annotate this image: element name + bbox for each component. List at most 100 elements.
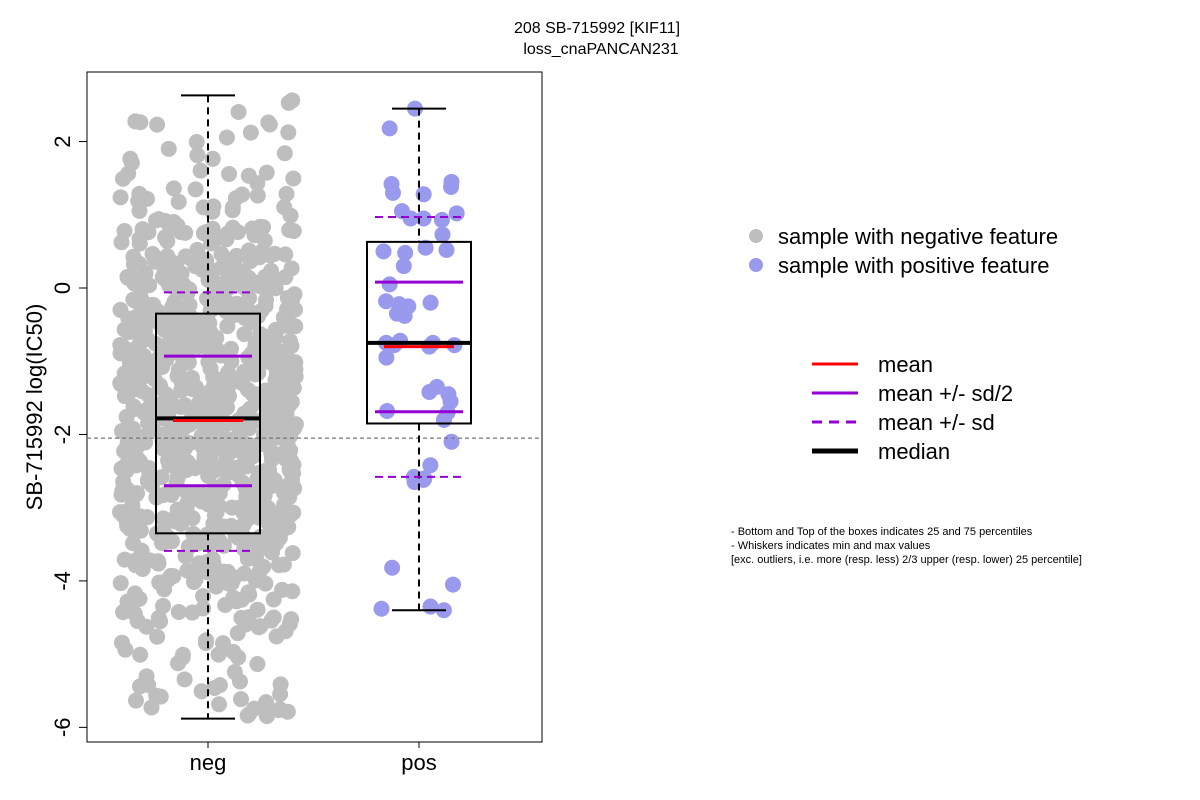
data-point-neg	[234, 306, 251, 323]
data-point-neg	[197, 224, 214, 241]
data-point-neg	[124, 421, 141, 438]
data-point-neg	[246, 356, 263, 373]
data-point-neg	[149, 116, 166, 133]
data-point-neg	[134, 561, 151, 578]
data-point-neg	[176, 397, 193, 414]
data-point-neg	[114, 338, 131, 355]
data-point-neg	[263, 262, 280, 279]
data-point-neg	[113, 486, 130, 503]
data-point-neg	[187, 258, 204, 275]
data-point-neg	[150, 211, 167, 228]
data-point-neg	[172, 319, 189, 336]
data-point-pos	[422, 457, 439, 474]
data-point-neg	[224, 443, 241, 460]
data-point-neg	[176, 671, 193, 688]
data-point-pos	[422, 294, 439, 311]
data-point-neg	[276, 145, 293, 162]
data-point-neg	[170, 603, 187, 620]
data-point-neg	[127, 381, 144, 398]
data-point-neg	[204, 203, 221, 220]
y-tick-label: 2	[50, 135, 75, 147]
data-point-neg	[214, 382, 231, 399]
data-point-neg	[221, 165, 238, 182]
data-point-neg	[193, 683, 210, 700]
data-point-neg	[282, 333, 299, 350]
data-point-neg	[239, 550, 256, 567]
data-point-neg	[272, 686, 289, 703]
data-point-neg	[152, 688, 169, 705]
data-point-neg	[136, 368, 153, 385]
data-point-neg	[173, 515, 190, 532]
data-point-neg	[210, 429, 227, 446]
data-point-neg	[206, 479, 223, 496]
data-point-neg	[211, 696, 228, 713]
data-point-neg	[164, 299, 181, 316]
data-point-neg	[126, 605, 143, 622]
data-point-pos	[375, 243, 392, 260]
data-point-neg	[179, 494, 196, 511]
data-point-neg	[131, 255, 148, 272]
y-axis-label: SB-715992 log(IC50)	[22, 304, 47, 511]
note-line: - Bottom and Top of the boxes indicates …	[731, 526, 1033, 538]
data-point-neg	[234, 186, 251, 203]
box-iqr	[155, 312, 261, 535]
data-point-neg	[280, 124, 297, 141]
data-point-pos	[381, 120, 398, 137]
data-point-pos	[373, 600, 390, 617]
data-point-neg	[218, 231, 235, 248]
data-point-neg	[266, 510, 283, 527]
data-point-neg	[242, 253, 259, 270]
data-point-neg	[121, 323, 138, 340]
data-point-neg	[172, 224, 189, 241]
data-point-neg	[202, 496, 219, 513]
data-point-neg	[283, 260, 300, 277]
data-point-neg	[232, 691, 249, 708]
data-point-pos	[433, 211, 450, 228]
data-point-neg	[269, 342, 286, 359]
data-point-neg	[150, 555, 167, 572]
data-point-neg	[112, 189, 129, 206]
data-point-neg	[116, 443, 133, 460]
data-point-neg	[231, 423, 248, 440]
data-point-neg	[163, 423, 180, 440]
data-point-neg	[276, 443, 293, 460]
data-point-neg	[209, 342, 226, 359]
data-point-neg	[233, 609, 250, 626]
data-point-pos	[438, 241, 455, 258]
data-point-neg	[265, 418, 282, 435]
data-point-pos	[448, 205, 465, 222]
data-point-pos	[378, 293, 395, 310]
data-point-neg	[215, 457, 232, 474]
data-point-neg	[155, 487, 172, 504]
data-point-neg	[187, 181, 204, 198]
data-point-neg	[112, 575, 129, 592]
data-point-neg	[133, 280, 150, 297]
data-point-neg	[176, 419, 193, 436]
legend-point-marker	[749, 229, 763, 243]
data-point-neg	[181, 281, 198, 298]
data-point-neg	[205, 555, 222, 572]
data-point-neg	[284, 583, 301, 600]
data-point-neg	[174, 646, 191, 663]
data-point-neg	[285, 379, 302, 396]
data-point-neg	[262, 432, 279, 449]
data-point-neg	[124, 535, 141, 552]
data-point-neg	[192, 162, 209, 179]
data-point-neg	[206, 679, 223, 696]
data-point-pos	[402, 210, 419, 227]
data-point-neg	[151, 377, 168, 394]
data-point-neg	[130, 192, 147, 209]
data-point-neg	[210, 646, 227, 663]
data-point-neg	[216, 396, 233, 413]
data-point-neg	[284, 472, 301, 489]
data-point-neg	[258, 708, 275, 725]
data-point-pos	[397, 244, 414, 261]
data-point-neg	[116, 222, 133, 239]
data-point-neg	[144, 245, 161, 262]
data-point-neg	[149, 628, 166, 645]
data-point-neg	[138, 618, 155, 635]
data-point-neg	[204, 150, 221, 167]
data-point-neg	[283, 611, 300, 628]
data-point-neg	[162, 567, 179, 584]
